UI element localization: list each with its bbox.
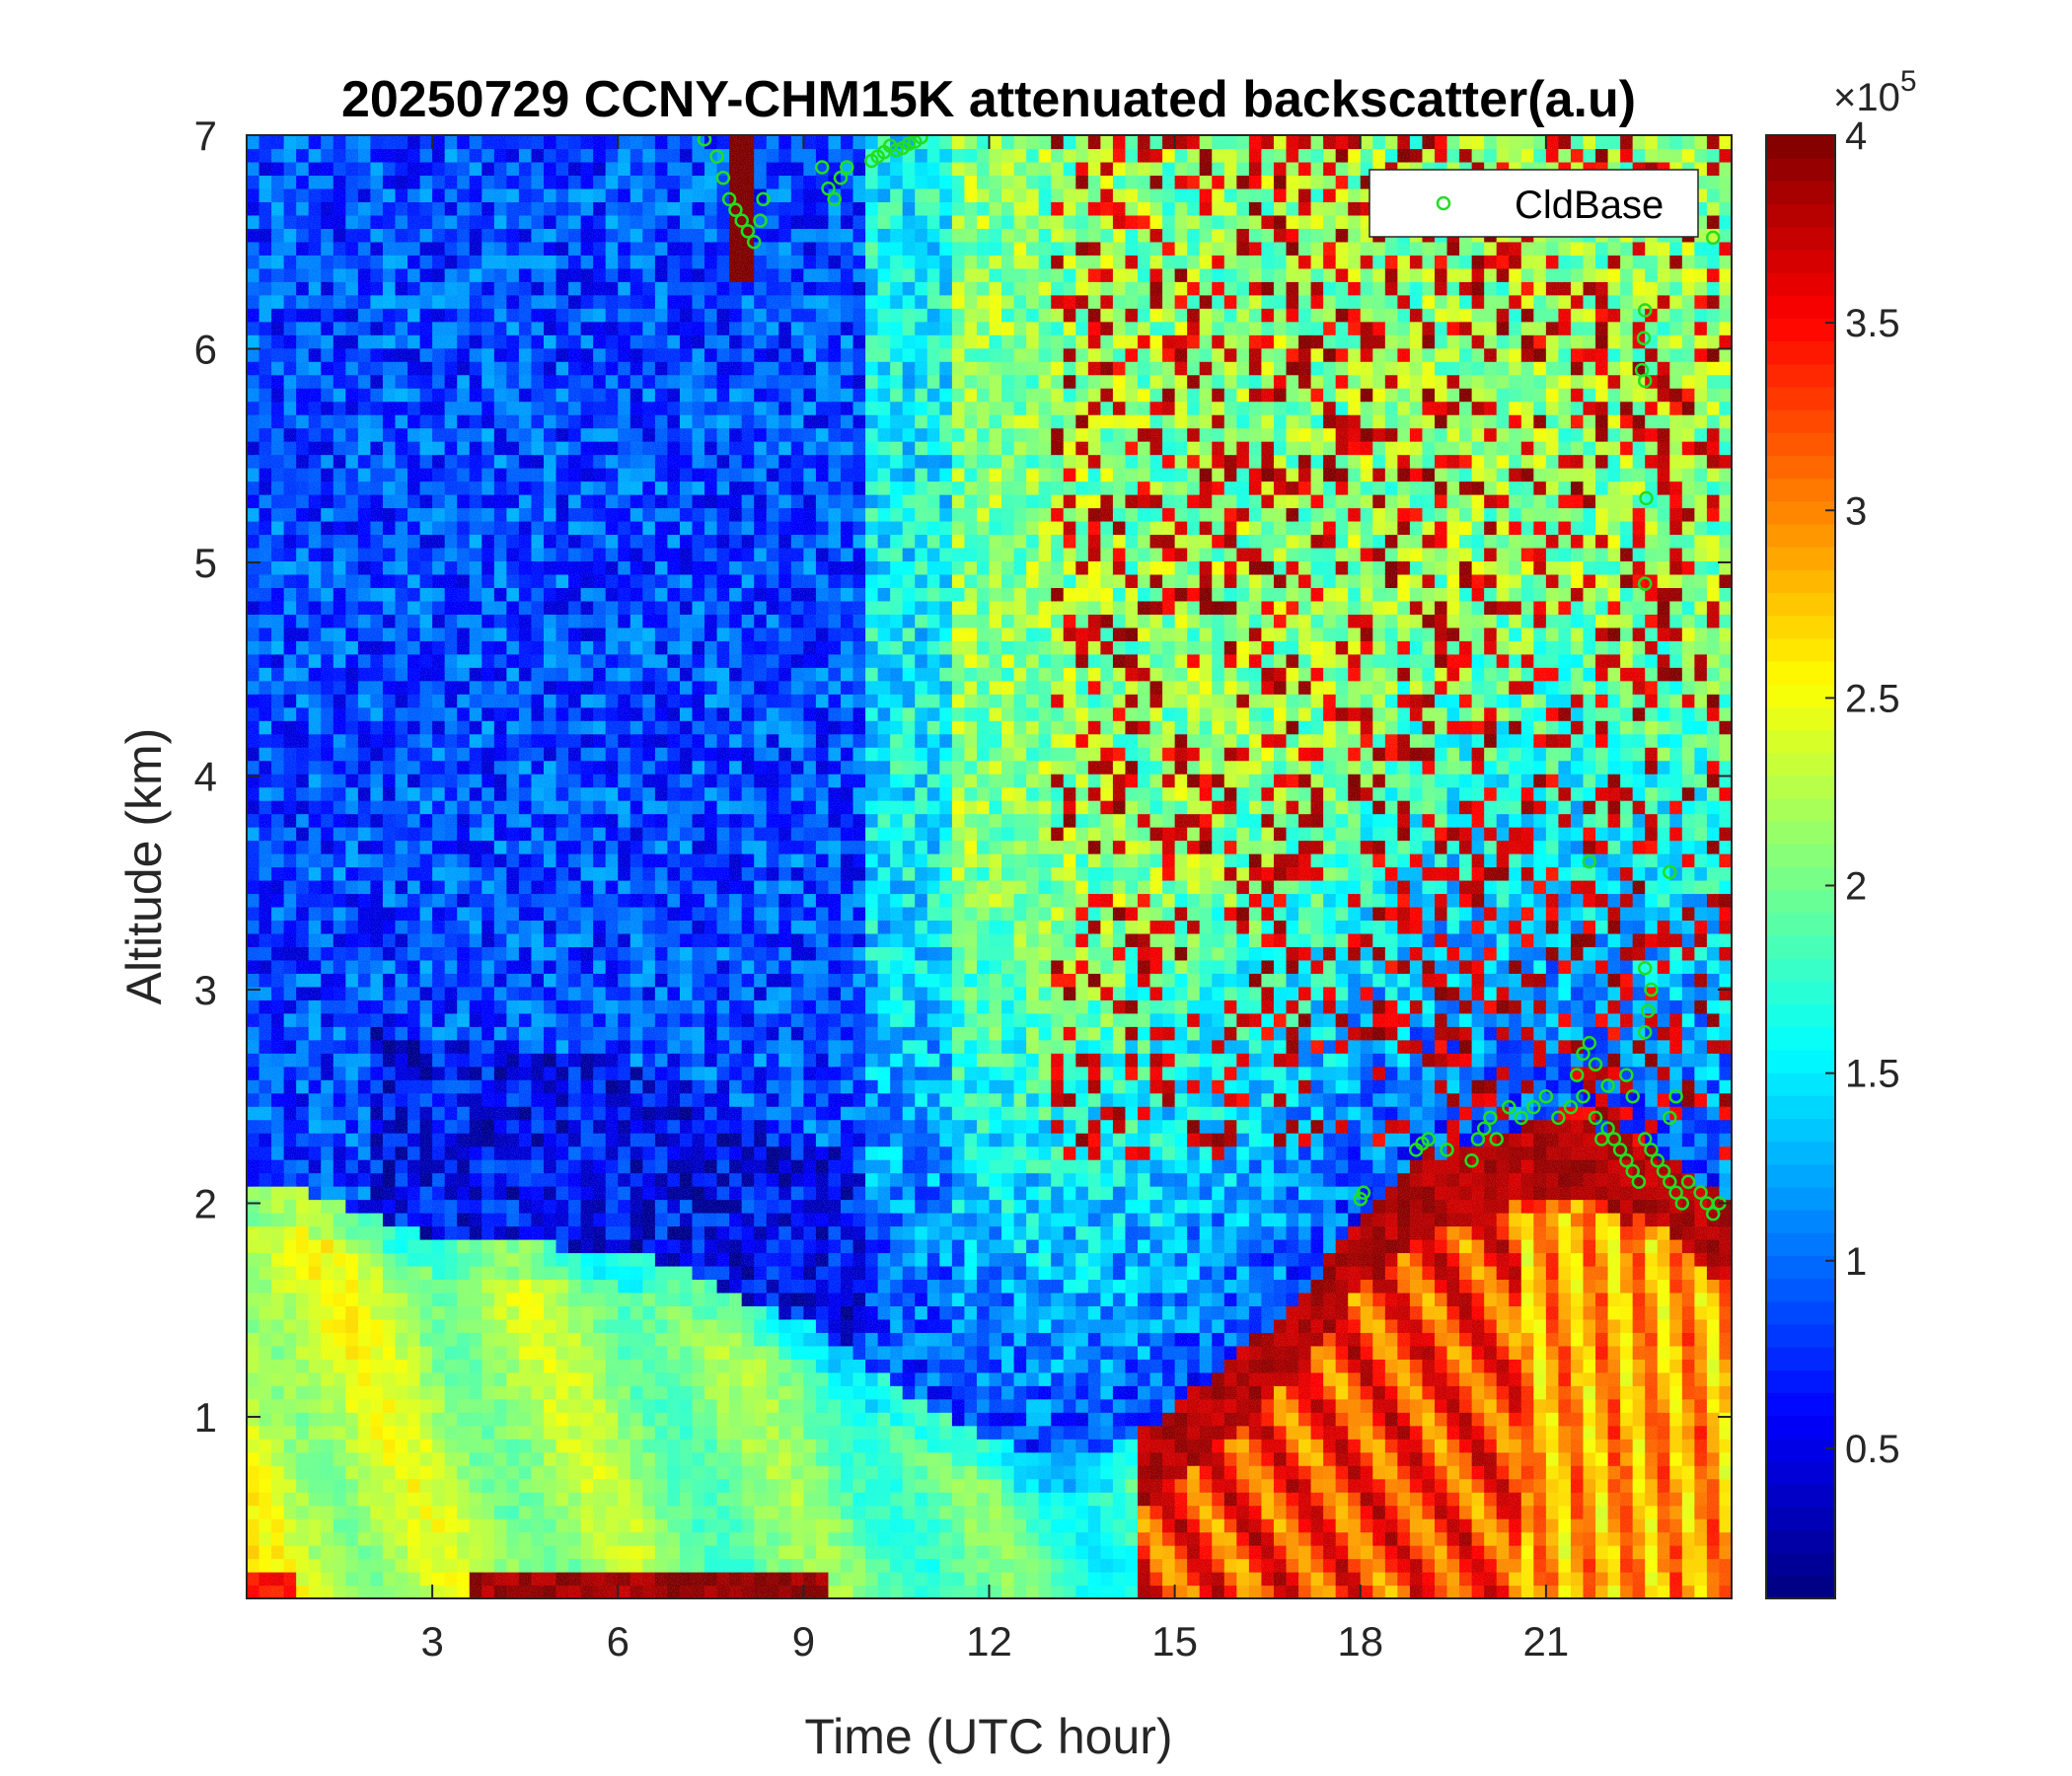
heatmap [247, 135, 1732, 1598]
